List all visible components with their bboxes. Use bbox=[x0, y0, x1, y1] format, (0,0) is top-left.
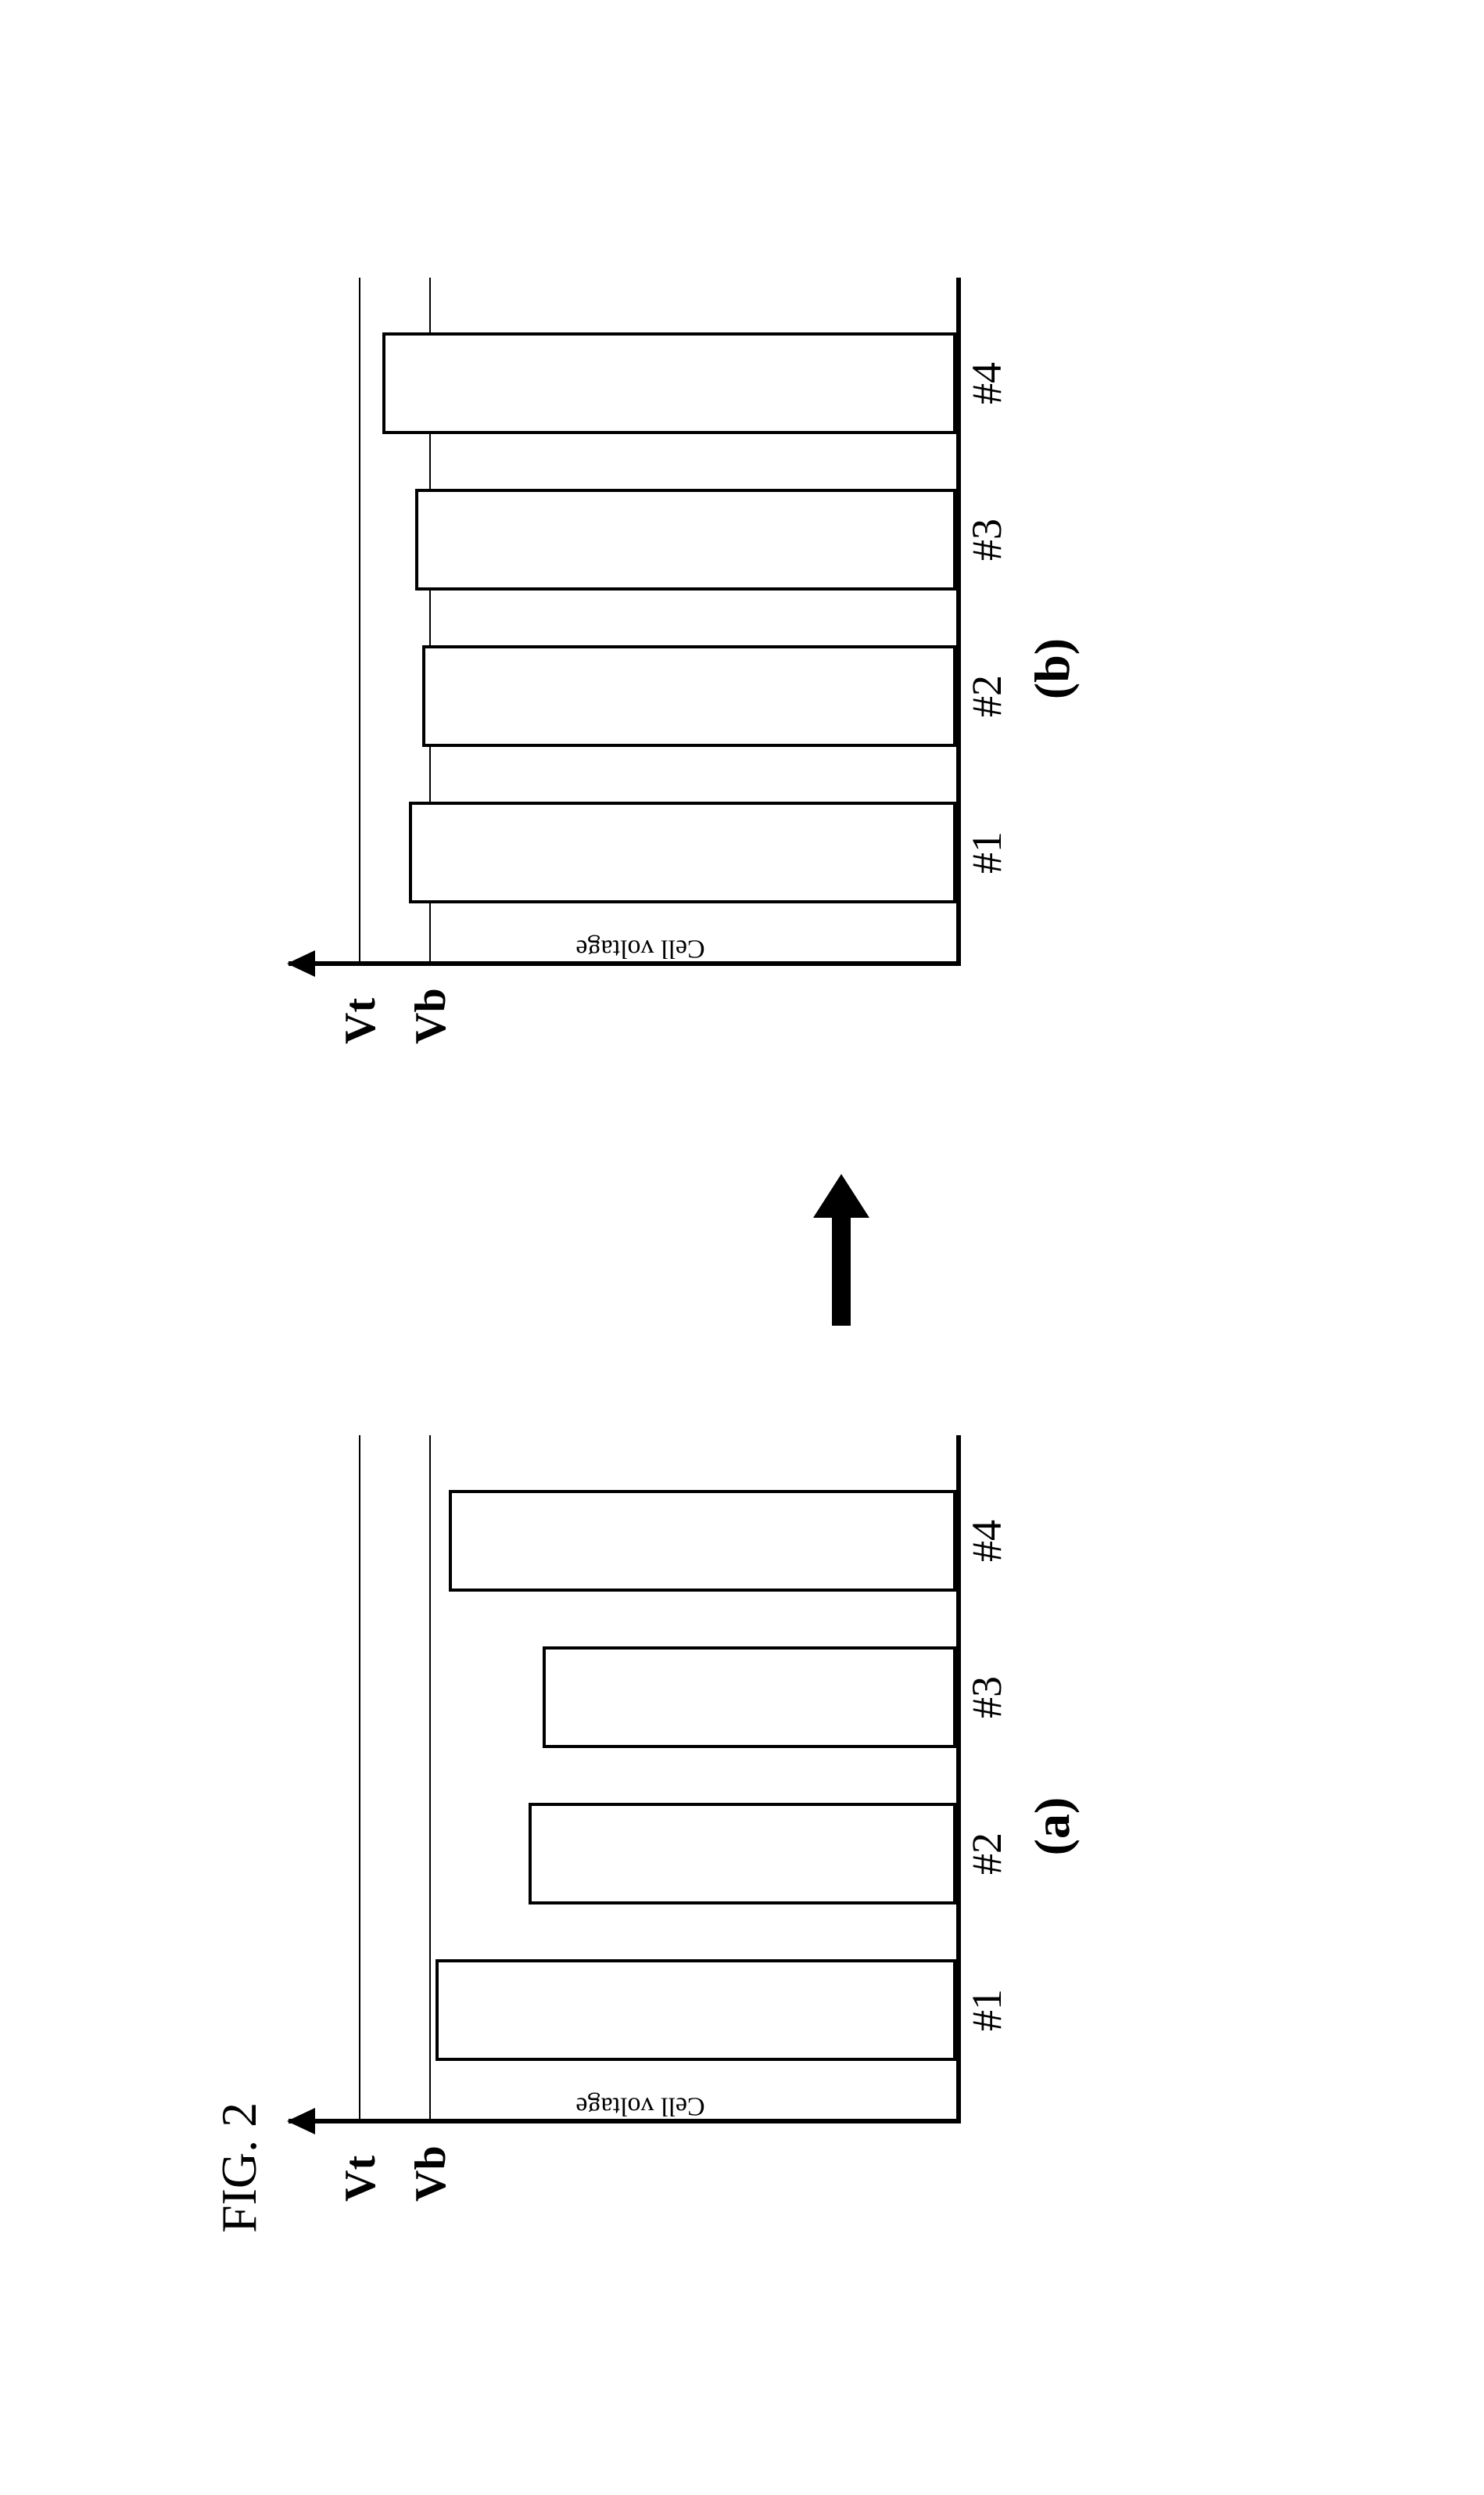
chart-a-bar-1-label: #1 bbox=[962, 1959, 1011, 2061]
chart-a-bar-4-label: #4 bbox=[962, 1490, 1011, 1592]
chart-a-bar-4 bbox=[449, 1490, 956, 1592]
chart-a-x-axis bbox=[956, 1435, 961, 2123]
chart-b-bar-2-label: #2 bbox=[962, 645, 1011, 747]
chart-a-vt-label: Vt bbox=[335, 2156, 385, 2202]
chart-b-wrap: Cell voltage Vt Vb #1 #2 #3 bbox=[289, 278, 1081, 1060]
chart-a-bar-2-label: #2 bbox=[962, 1803, 1011, 1904]
chart-b-bar-1 bbox=[409, 802, 956, 903]
chart-a-wrap: Cell voltage Vt Vb #1 #2 #3 bbox=[289, 1435, 1081, 2217]
chart-a-bars: #1 #2 #3 #4 bbox=[289, 1451, 956, 2092]
charts-row: Cell voltage Vt Vb #1 #2 #3 bbox=[289, 153, 1081, 2342]
chart-b-bar-4 bbox=[382, 332, 956, 434]
chart-b-ylabel: Cell voltage bbox=[575, 933, 704, 963]
chart-b-bar-4-label: #4 bbox=[962, 332, 1011, 434]
chart-b-vb-label: Vb bbox=[406, 988, 456, 1044]
chart-a-ylabel: Cell voltage bbox=[575, 2091, 704, 2120]
chart-a-bar-3 bbox=[543, 1646, 956, 1748]
figure-label: FIG. 2 bbox=[210, 2102, 268, 2233]
arrow-right-icon bbox=[818, 1169, 865, 1326]
chart-a-sublabel: (a) bbox=[1023, 1797, 1081, 1856]
chart-a-vb-label: Vb bbox=[406, 2145, 456, 2202]
chart-b: Cell voltage Vt Vb #1 #2 #3 bbox=[289, 278, 992, 1060]
chart-b-bar-3 bbox=[415, 489, 956, 591]
arrow-shaft bbox=[832, 1216, 851, 1326]
chart-b-y-axis bbox=[289, 961, 961, 966]
chart-a: Cell voltage Vt Vb #1 #2 #3 bbox=[289, 1435, 992, 2217]
chart-a-bar-2 bbox=[529, 1803, 956, 1904]
chart-b-x-axis bbox=[956, 278, 961, 966]
page-rotated-container: FIG. 2 Cell voltage Vt Vb #1 #2 bbox=[0, 537, 1484, 1958]
chart-a-y-axis bbox=[289, 2119, 961, 2123]
content: FIG. 2 Cell voltage Vt Vb #1 #2 bbox=[195, 153, 1289, 2342]
chart-b-bar-3-label: #3 bbox=[962, 489, 1011, 591]
chart-a-bar-1 bbox=[436, 1959, 956, 2061]
chart-b-bar-2 bbox=[422, 645, 956, 747]
chart-a-bar-3-label: #3 bbox=[962, 1646, 1011, 1748]
chart-b-bars: #1 #2 #3 #4 bbox=[289, 293, 956, 935]
chart-b-vt-label: Vt bbox=[335, 998, 385, 1044]
chart-b-sublabel: (b) bbox=[1023, 638, 1081, 699]
chart-b-bar-1-label: #1 bbox=[962, 802, 1011, 903]
arrow-head bbox=[813, 1174, 869, 1218]
